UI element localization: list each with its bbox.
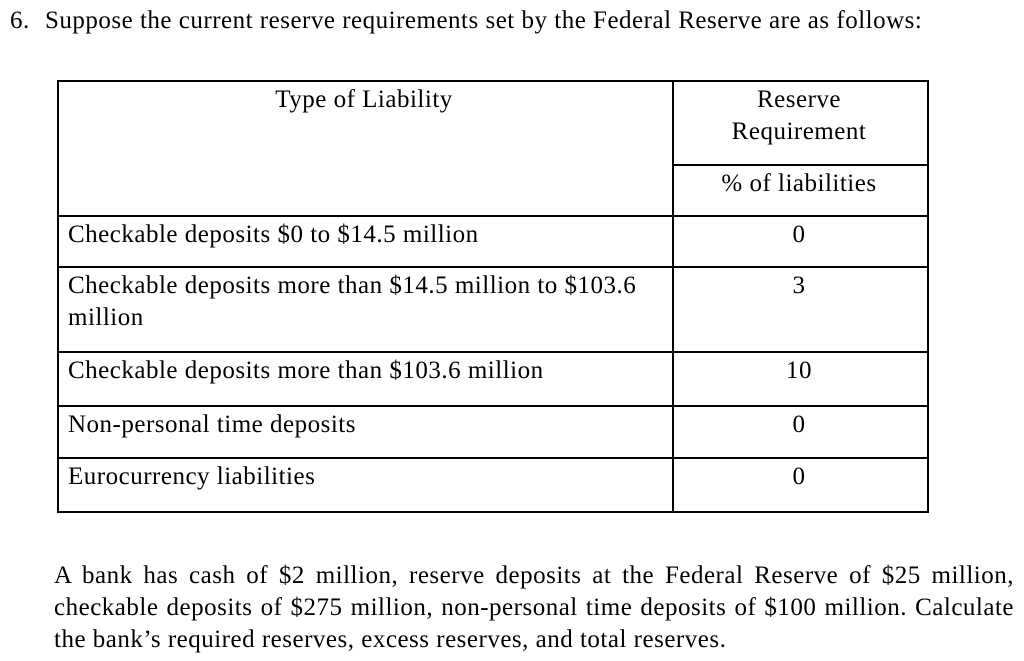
liability-cell: Eurocurrency liabilities [57,457,674,513]
liability-cell: Non-personal time deposits [57,405,674,459]
requirement-cell: 0 [672,405,929,459]
table-header-row: Type of Liability Reserve Requirement [57,80,929,217]
liability-cell: Checkable deposits more than $103.6 mill… [57,351,674,407]
problem-number: 6. [10,7,30,34]
reserve-requirements-table: Type of Liability Reserve Requirement % … [57,80,929,513]
table-row: Eurocurrency liabilities 0 [57,457,929,513]
column-header-reserve-requirement-label: Reserve Requirement [731,86,867,145]
requirement-cell: 0 [672,457,929,513]
requirement-cell: 10 [672,351,929,407]
table-row: Non-personal time deposits 0 [57,405,929,459]
subheader-percent-of-liabilities: % of liabilities [672,164,929,217]
table-subheader-row: % of liabilities [58,164,929,217]
requirement-cell: 3 [672,266,929,353]
liability-cell: Checkable deposits more than $14.5 milli… [57,266,674,353]
table-row: Checkable deposits more than $14.5 milli… [57,266,929,353]
table-row: Checkable deposits $0 to $14.5 million 0 [57,215,929,268]
requirement-cell: 0 [672,215,929,268]
question-paragraph: A bank has cash of $2 million, reserve d… [54,562,1014,653]
problem-heading: 6. Suppose the current reserve requiremen… [10,6,922,36]
column-header-reserve-requirement: Reserve Requirement [672,80,929,166]
liability-cell: Checkable deposits $0 to $14.5 million [57,215,674,268]
problem-prompt: Suppose the current reserve requirements… [45,7,923,34]
column-header-type-of-liability: Type of Liability [57,80,674,217]
table-row: Checkable deposits more than $103.6 mill… [57,351,929,407]
